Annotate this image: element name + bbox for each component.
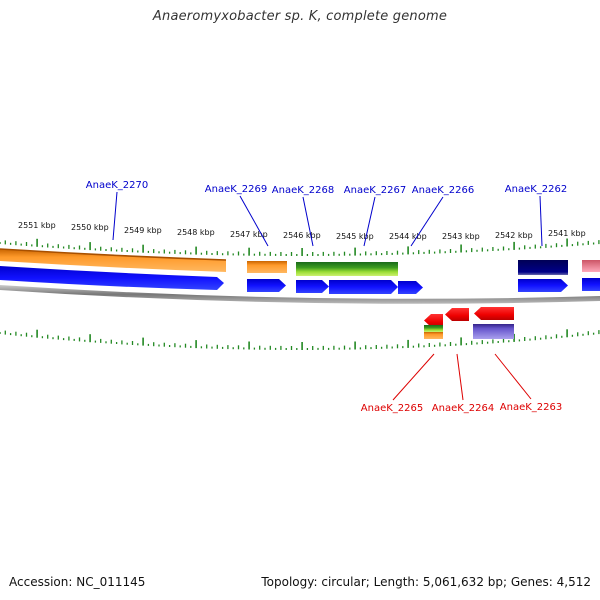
leader-line [410,196,444,247]
navy-feature[interactable] [518,260,568,275]
leader-line [239,195,269,247]
pink-feature[interactable] [582,260,600,272]
gene-label-anaek-2268[interactable]: AnaeK_2268 [272,185,334,196]
reverse-gene-arrow[interactable] [445,308,469,321]
green-feature[interactable] [296,262,398,276]
gene-label-anaek-2264[interactable]: AnaeK_2264 [432,403,494,414]
genome-backbone [0,285,600,304]
gene-label-anaek-2269[interactable]: AnaeK_2269 [205,184,267,195]
kbp-label: 2545 kbp [336,232,374,241]
map-title: Anaeromyxobacter sp. K, complete genome [152,9,448,24]
kbp-label: 2547 kbp [230,230,268,239]
kbp-label: 2546 kbp [283,231,321,240]
gene-label-anaek-2263[interactable]: AnaeK_2263 [500,402,562,413]
forward-gene-arrow[interactable] [296,280,329,293]
gene-label-anaek-2265[interactable]: AnaeK_2265 [361,403,423,414]
leader-line [112,191,118,241]
leader-lines-bottom [392,353,532,401]
orange-feature[interactable] [0,249,226,272]
leader-lines-top [112,191,543,247]
feature-outline [0,248,227,261]
gene-label-anaek-2270[interactable]: AnaeK_2270 [86,180,148,191]
kbp-label: 2542 kbp [495,231,533,240]
kbp-label: 2543 kbp [442,232,480,241]
leader-line [392,353,435,401]
leader-line [494,353,532,400]
leader-line [456,353,464,401]
kbp-label: 2541 kbp [548,229,586,238]
reverse-gene-track [424,307,514,327]
forward-feature-track [0,248,600,276]
purple-feature[interactable] [473,324,514,339]
forward-gene-track [0,266,600,294]
gene-labels-top: AnaeK_2270 AnaeK_2269 AnaeK_2268 AnaeK_2… [86,180,567,196]
leader-line [539,195,543,247]
orange-feature[interactable] [247,261,287,273]
tick-marks-top [0,238,600,256]
reverse-feature-track [424,324,514,339]
gene-label-anaek-2262[interactable]: AnaeK_2262 [505,184,567,195]
forward-gene-arrow[interactable] [518,279,568,292]
topology-text: Topology: circular; Length: 5,061,632 bp… [261,575,591,589]
accession-text: Accession: NC_011145 [9,575,146,589]
gene-labels-bottom: AnaeK_2265 AnaeK_2264 AnaeK_2263 [361,402,562,414]
leader-line [302,196,314,247]
orange-feature[interactable] [424,332,443,339]
green-feature[interactable] [424,325,443,332]
kbp-label: 2549 kbp [124,226,162,235]
forward-gene-arrow[interactable] [0,266,224,290]
kbp-label: 2550 kbp [71,223,109,232]
tick-marks-bottom [0,329,600,350]
forward-gene-arrow[interactable] [582,278,600,291]
forward-gene-arrow[interactable] [398,281,423,294]
kbp-label: 2548 kbp [177,228,215,237]
gene-label-anaek-2266[interactable]: AnaeK_2266 [412,185,474,196]
reverse-gene-arrow[interactable] [474,307,514,320]
forward-gene-arrow[interactable] [247,279,286,292]
gene-label-anaek-2267[interactable]: AnaeK_2267 [344,185,406,196]
kbp-label: 2551 kbp [18,221,56,230]
kbp-label: 2544 kbp [389,232,427,241]
forward-gene-arrow[interactable] [329,280,398,294]
leader-line [363,196,376,247]
kbp-scale-labels: 2551 kbp 2550 kbp 2549 kbp 2548 kbp 2547… [18,221,586,241]
reverse-gene-arrow[interactable] [424,314,443,327]
